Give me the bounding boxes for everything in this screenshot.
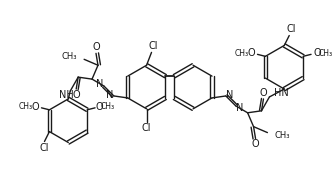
Text: N: N — [96, 79, 104, 89]
Text: Cl: Cl — [40, 143, 49, 153]
Text: O: O — [95, 102, 103, 112]
Text: O: O — [32, 102, 39, 112]
Text: CH₃: CH₃ — [19, 102, 33, 111]
Text: N: N — [106, 90, 114, 100]
Text: NH: NH — [59, 90, 74, 100]
Text: Cl: Cl — [142, 123, 151, 133]
Text: O: O — [260, 88, 267, 98]
Text: O: O — [248, 48, 255, 58]
Text: CH₃: CH₃ — [62, 52, 77, 61]
Text: Cl: Cl — [149, 41, 158, 52]
Text: CH₃: CH₃ — [319, 49, 333, 58]
Text: N: N — [226, 90, 233, 100]
Text: CH₃: CH₃ — [101, 102, 115, 111]
Text: HN: HN — [274, 88, 289, 98]
Text: O: O — [92, 42, 100, 52]
Text: O: O — [72, 90, 80, 100]
Text: CH₃: CH₃ — [274, 131, 290, 140]
Text: CH₃: CH₃ — [234, 49, 249, 58]
Text: Cl: Cl — [286, 24, 296, 34]
Text: N: N — [236, 103, 243, 113]
Text: O: O — [252, 139, 259, 149]
Text: O: O — [313, 48, 321, 58]
